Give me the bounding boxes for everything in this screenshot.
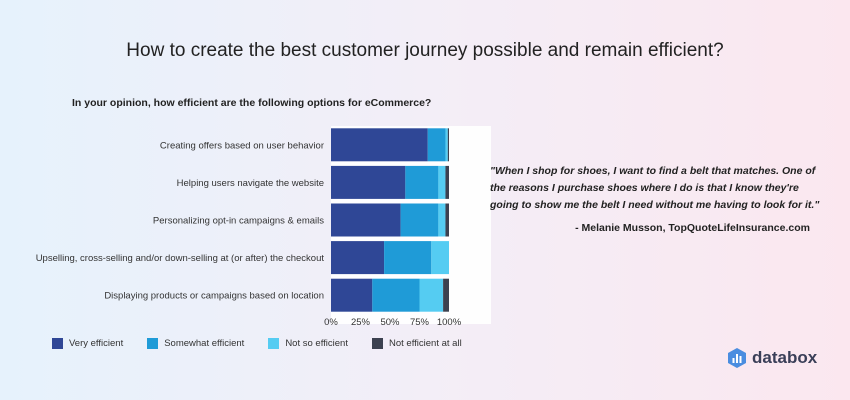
legend-label: Very efficient	[69, 338, 124, 349]
databox-logo-icon	[728, 348, 746, 368]
bar-segment	[427, 128, 446, 162]
category-label: Displaying products or campaigns based o…	[104, 291, 324, 302]
bar-segment	[331, 241, 385, 275]
category-label: Helping users navigate the website	[177, 178, 324, 189]
x-tick-label: 100%	[437, 317, 462, 328]
bar-segment	[331, 165, 406, 199]
legend-swatch	[52, 338, 63, 349]
category-label: Upselling, cross-selling and/or down-sel…	[36, 253, 325, 264]
bar-segment	[372, 278, 420, 312]
bar-segment	[447, 128, 449, 162]
databox-logo: databox	[727, 347, 817, 369]
bar-segment	[443, 278, 449, 312]
bar-segment	[331, 278, 373, 312]
bar-segment	[400, 203, 439, 237]
x-tick-label: 75%	[410, 317, 430, 328]
legend-label: Somewhat efficient	[164, 338, 245, 349]
legend-item: Very efficient	[52, 338, 123, 349]
page-title: How to create the best customer journey …	[126, 40, 724, 61]
bar-segment	[445, 203, 449, 237]
legend-item: Not so efficient	[268, 338, 348, 349]
bar-segment	[384, 241, 432, 275]
quote-author: - Melanie Musson, TopQuoteLifeInsurance.…	[575, 222, 810, 234]
x-tick-label: 0%	[324, 317, 338, 328]
brand-name: databox	[752, 348, 818, 367]
legend-swatch	[147, 338, 159, 349]
category-label: Personalizing opt-in campaigns & emails	[153, 216, 324, 227]
bar-segment	[431, 241, 449, 275]
legend-label: Not so efficient	[285, 338, 348, 349]
bar-segment	[438, 165, 446, 199]
x-tick-label: 50%	[380, 317, 400, 328]
bar-segment	[445, 128, 448, 162]
legend-swatch	[371, 338, 383, 349]
chart-legend: Very efficient Somewhat efficient Not so e…	[52, 338, 486, 349]
legend-swatch	[268, 338, 280, 349]
bar-segment	[419, 278, 444, 312]
quote-text: "When I shop for shoes, I want to find a…	[490, 165, 820, 211]
bar-segment	[331, 128, 428, 162]
legend-item: Somewhat efficient	[147, 338, 244, 349]
legend-item: Not efficient at all	[371, 338, 462, 349]
legend-label: Not efficient at all	[388, 338, 462, 349]
category-label: Creating offers based on user behavior	[160, 140, 324, 151]
chart-title: In your opinion, how efficient are the f…	[72, 97, 432, 109]
x-tick-label: 25%	[351, 317, 371, 328]
bar-segment	[438, 203, 446, 237]
bar-segment	[405, 165, 439, 199]
bar-segment	[331, 203, 401, 237]
bar-segment	[445, 165, 449, 199]
